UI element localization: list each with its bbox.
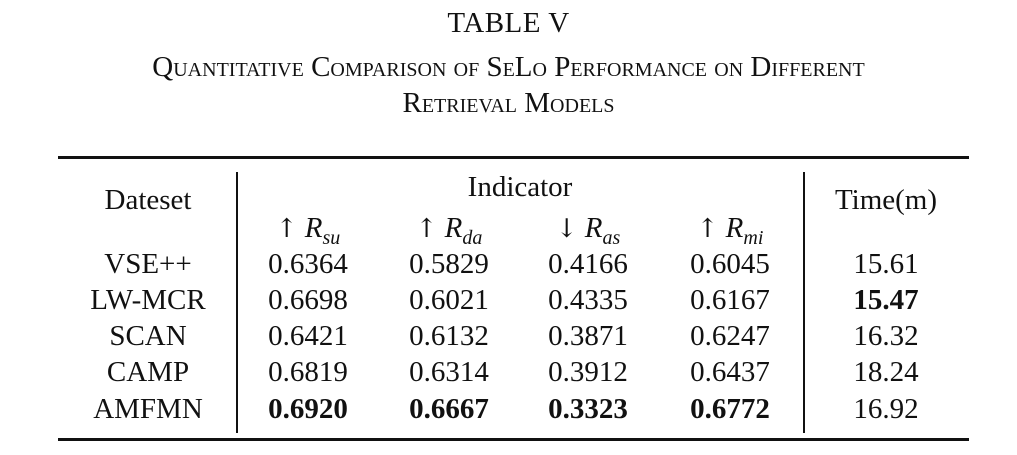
metric-variable: R xyxy=(584,212,603,244)
column-divider-left xyxy=(236,172,238,433)
metric-variable: R xyxy=(444,212,463,244)
metric-variable: R xyxy=(725,212,744,244)
table-cell-time: 16.92 xyxy=(853,393,919,425)
table-cell-value: 0.3912 xyxy=(548,356,628,388)
table-cell-value: 0.6314 xyxy=(409,356,489,388)
header-dataset: Dateset xyxy=(104,184,192,216)
table-cell-value: 0.6247 xyxy=(690,320,770,352)
metric-header: ↑ Rsu xyxy=(275,211,341,249)
table-cell-value: 0.6819 xyxy=(268,356,348,388)
table-cell-value: 0.6698 xyxy=(268,284,348,316)
metric-header: ↑ Rmi xyxy=(696,211,764,249)
metric-subscript: su xyxy=(322,227,341,249)
metric-direction-icon: ↑ xyxy=(696,214,719,244)
metric-subscript: da xyxy=(462,227,483,249)
table-bottom-rule xyxy=(58,438,969,441)
table-number: TABLE V xyxy=(447,7,570,39)
table-cell-value: 0.4335 xyxy=(548,284,628,316)
table-cell-dataset: VSE++ xyxy=(104,248,192,280)
table-cell-value: 0.6421 xyxy=(268,320,348,352)
table-cell-time: 15.61 xyxy=(853,248,919,280)
table-cell-value-best: 0.6667 xyxy=(409,393,489,425)
metric-subscript: as xyxy=(602,227,621,249)
table-title-line-1: Quantitative Comparison of SeLo Performa… xyxy=(152,51,865,83)
header-time: Time(m) xyxy=(834,184,938,216)
metric-direction-icon: ↓ xyxy=(555,214,578,244)
table-cell-value: 0.6021 xyxy=(409,284,489,316)
metric-direction-icon: ↑ xyxy=(275,214,298,244)
table-top-rule xyxy=(58,156,969,159)
metric-direction-icon: ↑ xyxy=(415,214,438,244)
table-title-line-2: Retrieval Models xyxy=(402,87,615,119)
metric-subscript: mi xyxy=(743,227,764,249)
header-indicator: Indicator xyxy=(467,171,573,203)
table-cell-value: 0.6364 xyxy=(268,248,348,280)
table-cell-value-best: 0.3323 xyxy=(548,393,628,425)
table-cell-dataset: LW-MCR xyxy=(90,284,206,316)
table-cell-value: 0.6132 xyxy=(409,320,489,352)
table-cell-dataset: AMFMN xyxy=(93,393,203,425)
table-cell-value: 0.6437 xyxy=(690,356,770,388)
table-cell-time: 16.32 xyxy=(853,320,919,352)
table-cell-value: 0.3871 xyxy=(548,320,628,352)
table-cell-time-best: 15.47 xyxy=(853,284,919,316)
table-cell-dataset: SCAN xyxy=(109,320,187,352)
table-cell-value-best: 0.6772 xyxy=(690,393,770,425)
table-cell-value: 0.6045 xyxy=(690,248,770,280)
table-cell-time: 18.24 xyxy=(853,356,919,388)
metric-variable: R xyxy=(304,212,323,244)
metric-header: ↓ Ras xyxy=(555,211,621,249)
column-divider-right xyxy=(803,172,805,433)
table-cell-value: 0.4166 xyxy=(548,248,628,280)
table-cell-value-best: 0.6920 xyxy=(268,393,348,425)
table-cell-value: 0.6167 xyxy=(690,284,770,316)
table-cell-value: 0.5829 xyxy=(409,248,489,280)
table-cell-dataset: CAMP xyxy=(106,356,190,388)
metric-header: ↑ Rda xyxy=(415,211,483,249)
